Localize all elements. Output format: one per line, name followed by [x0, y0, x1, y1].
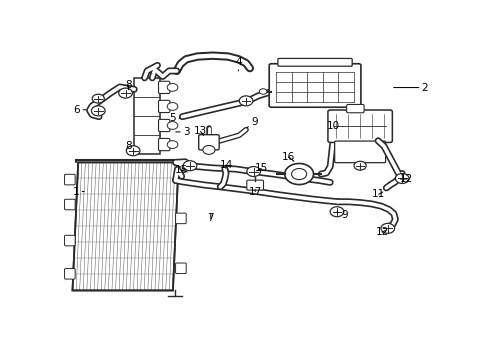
Text: 6: 6 — [74, 105, 85, 115]
Circle shape — [353, 161, 366, 170]
Circle shape — [329, 207, 343, 217]
Text: 15: 15 — [175, 165, 188, 175]
Circle shape — [167, 103, 178, 110]
Polygon shape — [72, 162, 178, 291]
Text: 14: 14 — [219, 160, 232, 170]
Text: 17: 17 — [248, 186, 261, 197]
Circle shape — [183, 161, 196, 171]
Circle shape — [126, 146, 140, 156]
FancyBboxPatch shape — [334, 141, 385, 163]
FancyBboxPatch shape — [158, 81, 169, 94]
Circle shape — [92, 94, 104, 103]
Text: 8: 8 — [125, 80, 132, 90]
FancyBboxPatch shape — [246, 180, 263, 190]
FancyBboxPatch shape — [158, 120, 169, 132]
Text: 10: 10 — [326, 121, 342, 131]
Text: 3: 3 — [175, 127, 189, 137]
FancyBboxPatch shape — [175, 213, 186, 224]
FancyBboxPatch shape — [198, 135, 219, 150]
FancyBboxPatch shape — [277, 58, 351, 66]
FancyBboxPatch shape — [64, 199, 75, 210]
FancyBboxPatch shape — [64, 235, 75, 246]
Circle shape — [259, 89, 266, 94]
FancyBboxPatch shape — [64, 174, 75, 185]
Circle shape — [284, 163, 313, 185]
Text: 12: 12 — [375, 227, 388, 237]
Circle shape — [167, 141, 178, 148]
Text: 1: 1 — [73, 186, 84, 197]
FancyBboxPatch shape — [158, 100, 169, 113]
Circle shape — [246, 167, 260, 176]
Text: 8: 8 — [125, 141, 135, 152]
Circle shape — [239, 96, 252, 106]
Circle shape — [91, 106, 105, 116]
Text: 12: 12 — [399, 174, 412, 184]
Circle shape — [395, 174, 408, 184]
Text: 2: 2 — [393, 82, 427, 93]
Text: 13: 13 — [194, 126, 207, 136]
Text: 9: 9 — [336, 210, 347, 220]
Text: 5: 5 — [169, 113, 179, 123]
Text: 15: 15 — [254, 163, 267, 174]
Circle shape — [167, 84, 178, 91]
FancyBboxPatch shape — [268, 64, 360, 107]
Circle shape — [203, 145, 215, 154]
Text: 16: 16 — [281, 152, 295, 162]
FancyBboxPatch shape — [327, 110, 391, 143]
FancyBboxPatch shape — [64, 269, 75, 279]
Circle shape — [380, 223, 394, 233]
FancyBboxPatch shape — [346, 104, 364, 113]
Text: 7: 7 — [207, 213, 214, 224]
Text: 11: 11 — [371, 189, 385, 199]
FancyBboxPatch shape — [175, 263, 186, 274]
Text: 4: 4 — [235, 57, 241, 71]
Circle shape — [119, 88, 132, 98]
FancyBboxPatch shape — [158, 139, 169, 150]
Text: 9: 9 — [246, 117, 257, 128]
Circle shape — [167, 122, 178, 129]
FancyBboxPatch shape — [134, 78, 160, 154]
